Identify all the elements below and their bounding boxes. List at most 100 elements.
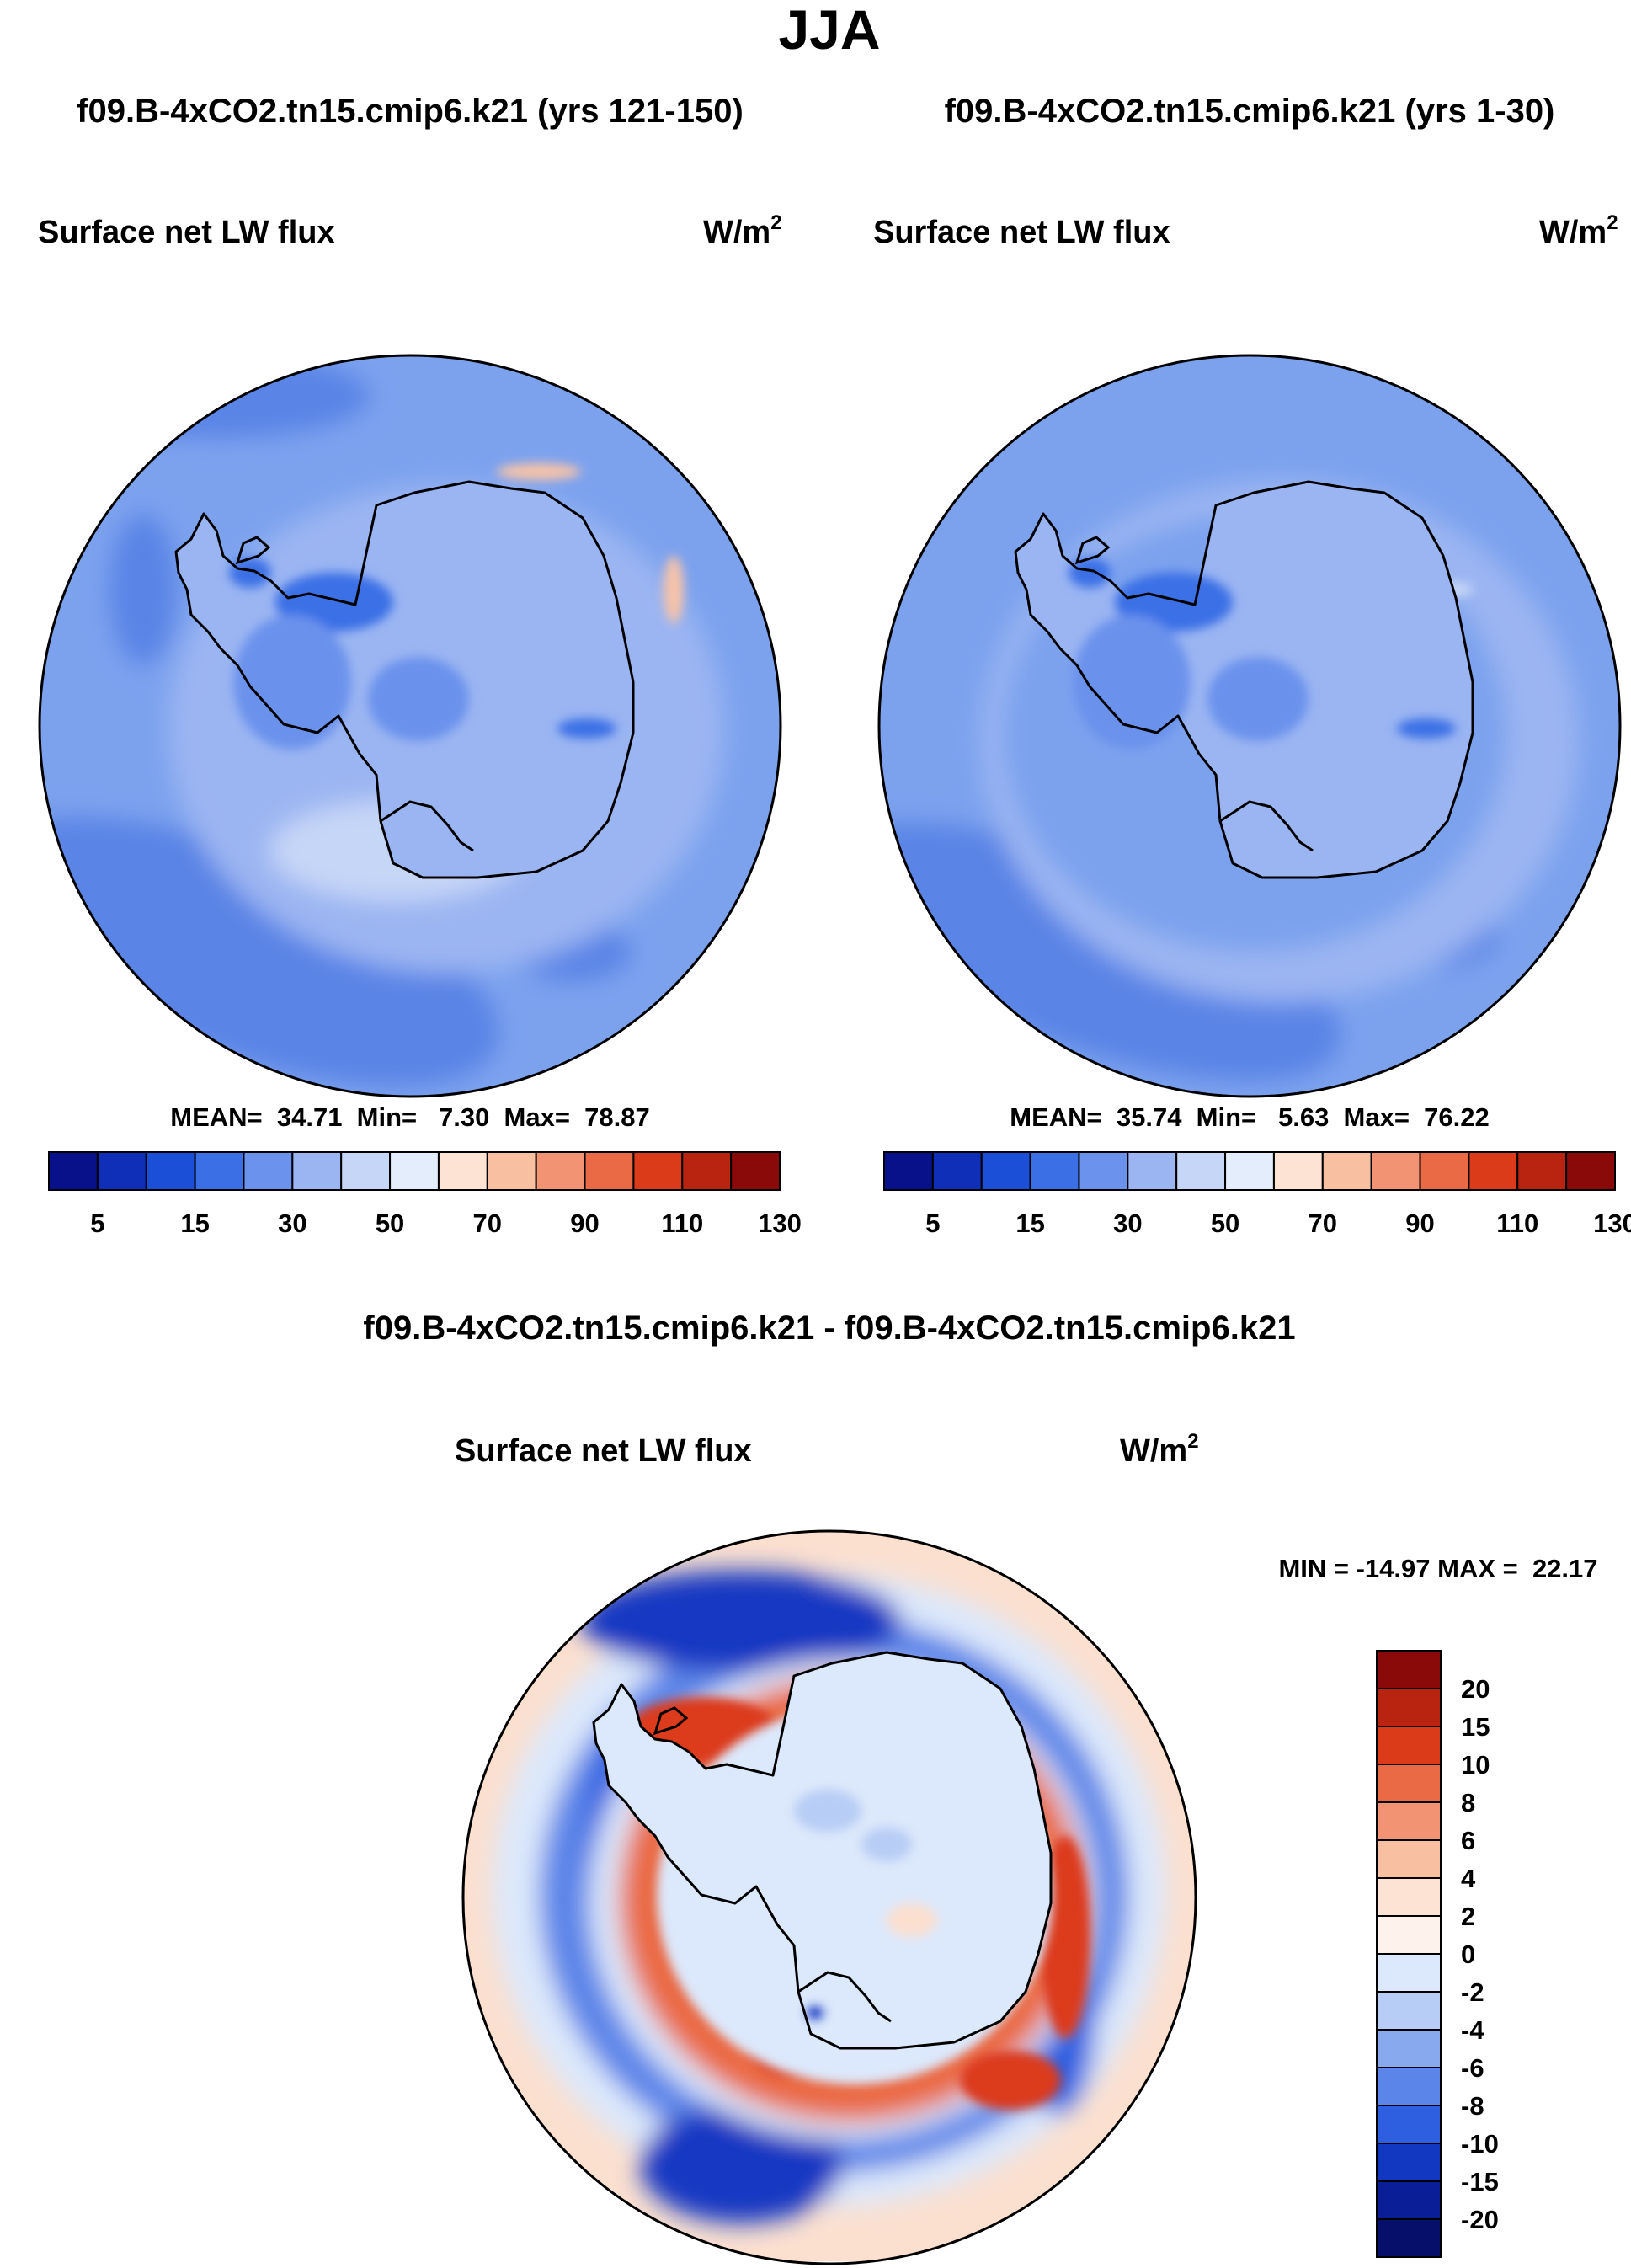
colorbar-2-box-13 [1516,1151,1568,1191]
colorbar-3-label: -15 [1461,2167,1499,2196]
colorbar-3-label: 4 [1461,1864,1476,1893]
colorbar-1-box-13 [681,1151,733,1191]
colorbar-2-label: 30 [1113,1209,1142,1238]
colorbar-3-label: -20 [1461,2205,1499,2234]
map-panel-1 [40,355,781,1097]
map-panel-diff [463,1531,1196,2261]
colorbar-3-label: 15 [1461,1712,1490,1742]
colorbar-3-box-8 [1376,1953,1442,1993]
colorbar-2-box-7 [1224,1151,1275,1191]
colorbar-1-label: 15 [180,1209,209,1238]
colorbar-3-box-5 [1376,1839,1442,1879]
panel2-title: f09.B-4xCO2.tn15.cmip6.k21 (yrs 1-30) [945,93,1555,130]
colorbar-1-label: 90 [570,1209,599,1238]
colorbar-1-box-0 [48,1151,99,1191]
colorbar-1-box-11 [584,1151,635,1191]
colorbar-3-label: 0 [1461,1940,1475,1969]
colorbar-1-box-3 [194,1151,245,1191]
colorbar-3-label: -4 [1461,2015,1484,2045]
panel1-units: W/m2 [703,211,782,250]
colorbar-3-label: 8 [1461,1788,1475,1817]
colorbar-2-box-0 [883,1151,934,1191]
colorbar-2-box-12 [1468,1151,1519,1191]
colorbar-1-box-9 [486,1151,537,1191]
colorbar-2-box-3 [1029,1151,1080,1191]
colorbar-1-label: 5 [90,1209,104,1238]
colorbar-2-box-14 [1565,1151,1616,1191]
colorbar-2-box-5 [1127,1151,1178,1191]
colorbar-2-box-8 [1272,1151,1324,1191]
colorbar-1-box-7 [389,1151,440,1191]
colorbar-3-box-3 [1376,1764,1442,1803]
colorbar-2-label: 70 [1309,1209,1337,1238]
map1-border [38,354,782,1098]
colorbar-1-box-2 [145,1151,196,1191]
colorbar-1-label: 70 [473,1209,502,1238]
colorbar-2-label: 130 [1593,1209,1631,1238]
colorbar-3-box-12 [1376,2105,1442,2144]
panel1-variable: Surface net LW flux [38,215,335,250]
colorbar-2-label: 50 [1211,1209,1239,1238]
colorbar-2-box-9 [1321,1151,1372,1191]
colorbar-1-box-5 [291,1151,343,1191]
diff-variable: Surface net LW flux [455,1433,752,1469]
colorbar-3-box-1 [1376,1688,1442,1727]
colorbar-1-label: 130 [758,1209,802,1238]
panel1-stats: MEAN= 34.71 Min= 7.30 Max= 78.87 [170,1102,650,1132]
colorbar-3-box-4 [1376,1801,1442,1841]
diff-units: W/m2 [1120,1430,1199,1469]
panel1-title: f09.B-4xCO2.tn15.cmip6.k21 (yrs 121-150) [77,93,744,130]
map-panel-2 [879,355,1620,1097]
colorbar-3-label: 10 [1461,1750,1490,1780]
colorbar-3-box-6 [1376,1877,1442,1917]
colorbar-1-label: 110 [661,1209,703,1238]
colorbar-3-label: 6 [1461,1826,1475,1855]
colorbar-1-box-10 [535,1151,586,1191]
panel2-stats: MEAN= 35.74 Min= 5.63 Max= 76.22 [1010,1102,1490,1132]
colorbar-1-box-6 [340,1151,392,1191]
colorbar-1-box-1 [96,1151,147,1191]
colorbar-3-label: -8 [1461,2091,1484,2121]
colorbar-1-box-4 [243,1151,294,1191]
diff-title: f09.B-4xCO2.tn15.cmip6.k21 - f09.B-4xCO2… [363,1310,1295,1347]
colorbar-3-box-9 [1376,1991,1442,2031]
colorbar-3-label: 20 [1461,1674,1490,1704]
colorbar-2-box-11 [1419,1151,1470,1191]
colorbar-3-box-10 [1376,2029,1442,2068]
colorbar-3-box-14 [1376,2180,1442,2220]
map2-border [877,354,1622,1098]
colorbar-3-label: -6 [1461,2053,1484,2083]
colorbar-3-box-13 [1376,2143,1442,2182]
colorbar-1-box-12 [632,1151,684,1191]
colorbar-2-box-1 [931,1151,983,1191]
colorbar-2-box-6 [1175,1151,1227,1191]
diff-stats: MIN = -14.97 MAX = 22.17 [1278,1554,1597,1583]
colorbar-3-box-2 [1376,1726,1442,1765]
colorbar-1-box-14 [730,1151,781,1191]
colorbar-1: 5 15 30 50 70 90 110 130 [48,1151,802,1238]
colorbar-2: 5 15 30 50 70 90 110 130 [883,1151,1631,1238]
colorbar-1-label: 30 [278,1209,306,1238]
colorbar-3-label: -10 [1461,2129,1499,2159]
colorbar-2-label: 90 [1405,1209,1434,1238]
colorbar-3-box-15 [1376,2218,1442,2258]
colorbar-2-box-10 [1370,1151,1421,1191]
colorbar-3-box-11 [1376,2067,1442,2106]
colorbar-2-label: 5 [925,1209,940,1238]
colorbar-2-label: 110 [1496,1209,1538,1238]
colorbar-2-box-4 [1078,1151,1129,1191]
colorbar-3-label: -2 [1461,1977,1484,2007]
panel2-units: W/m2 [1539,211,1618,250]
map3-border [461,1529,1197,2265]
colorbar-2-box-2 [980,1151,1031,1191]
season-title: JJA [778,0,880,61]
panel2-variable: Surface net LW flux [873,215,1170,250]
colorbar-2-label: 15 [1015,1209,1044,1238]
colorbar-1-label: 50 [376,1209,404,1238]
colorbar-3-box-7 [1376,1915,1442,1955]
colorbar-3-box-0 [1376,1650,1442,1689]
colorbar-3-label: 2 [1461,1902,1475,1931]
colorbar-1-box-8 [437,1151,488,1191]
